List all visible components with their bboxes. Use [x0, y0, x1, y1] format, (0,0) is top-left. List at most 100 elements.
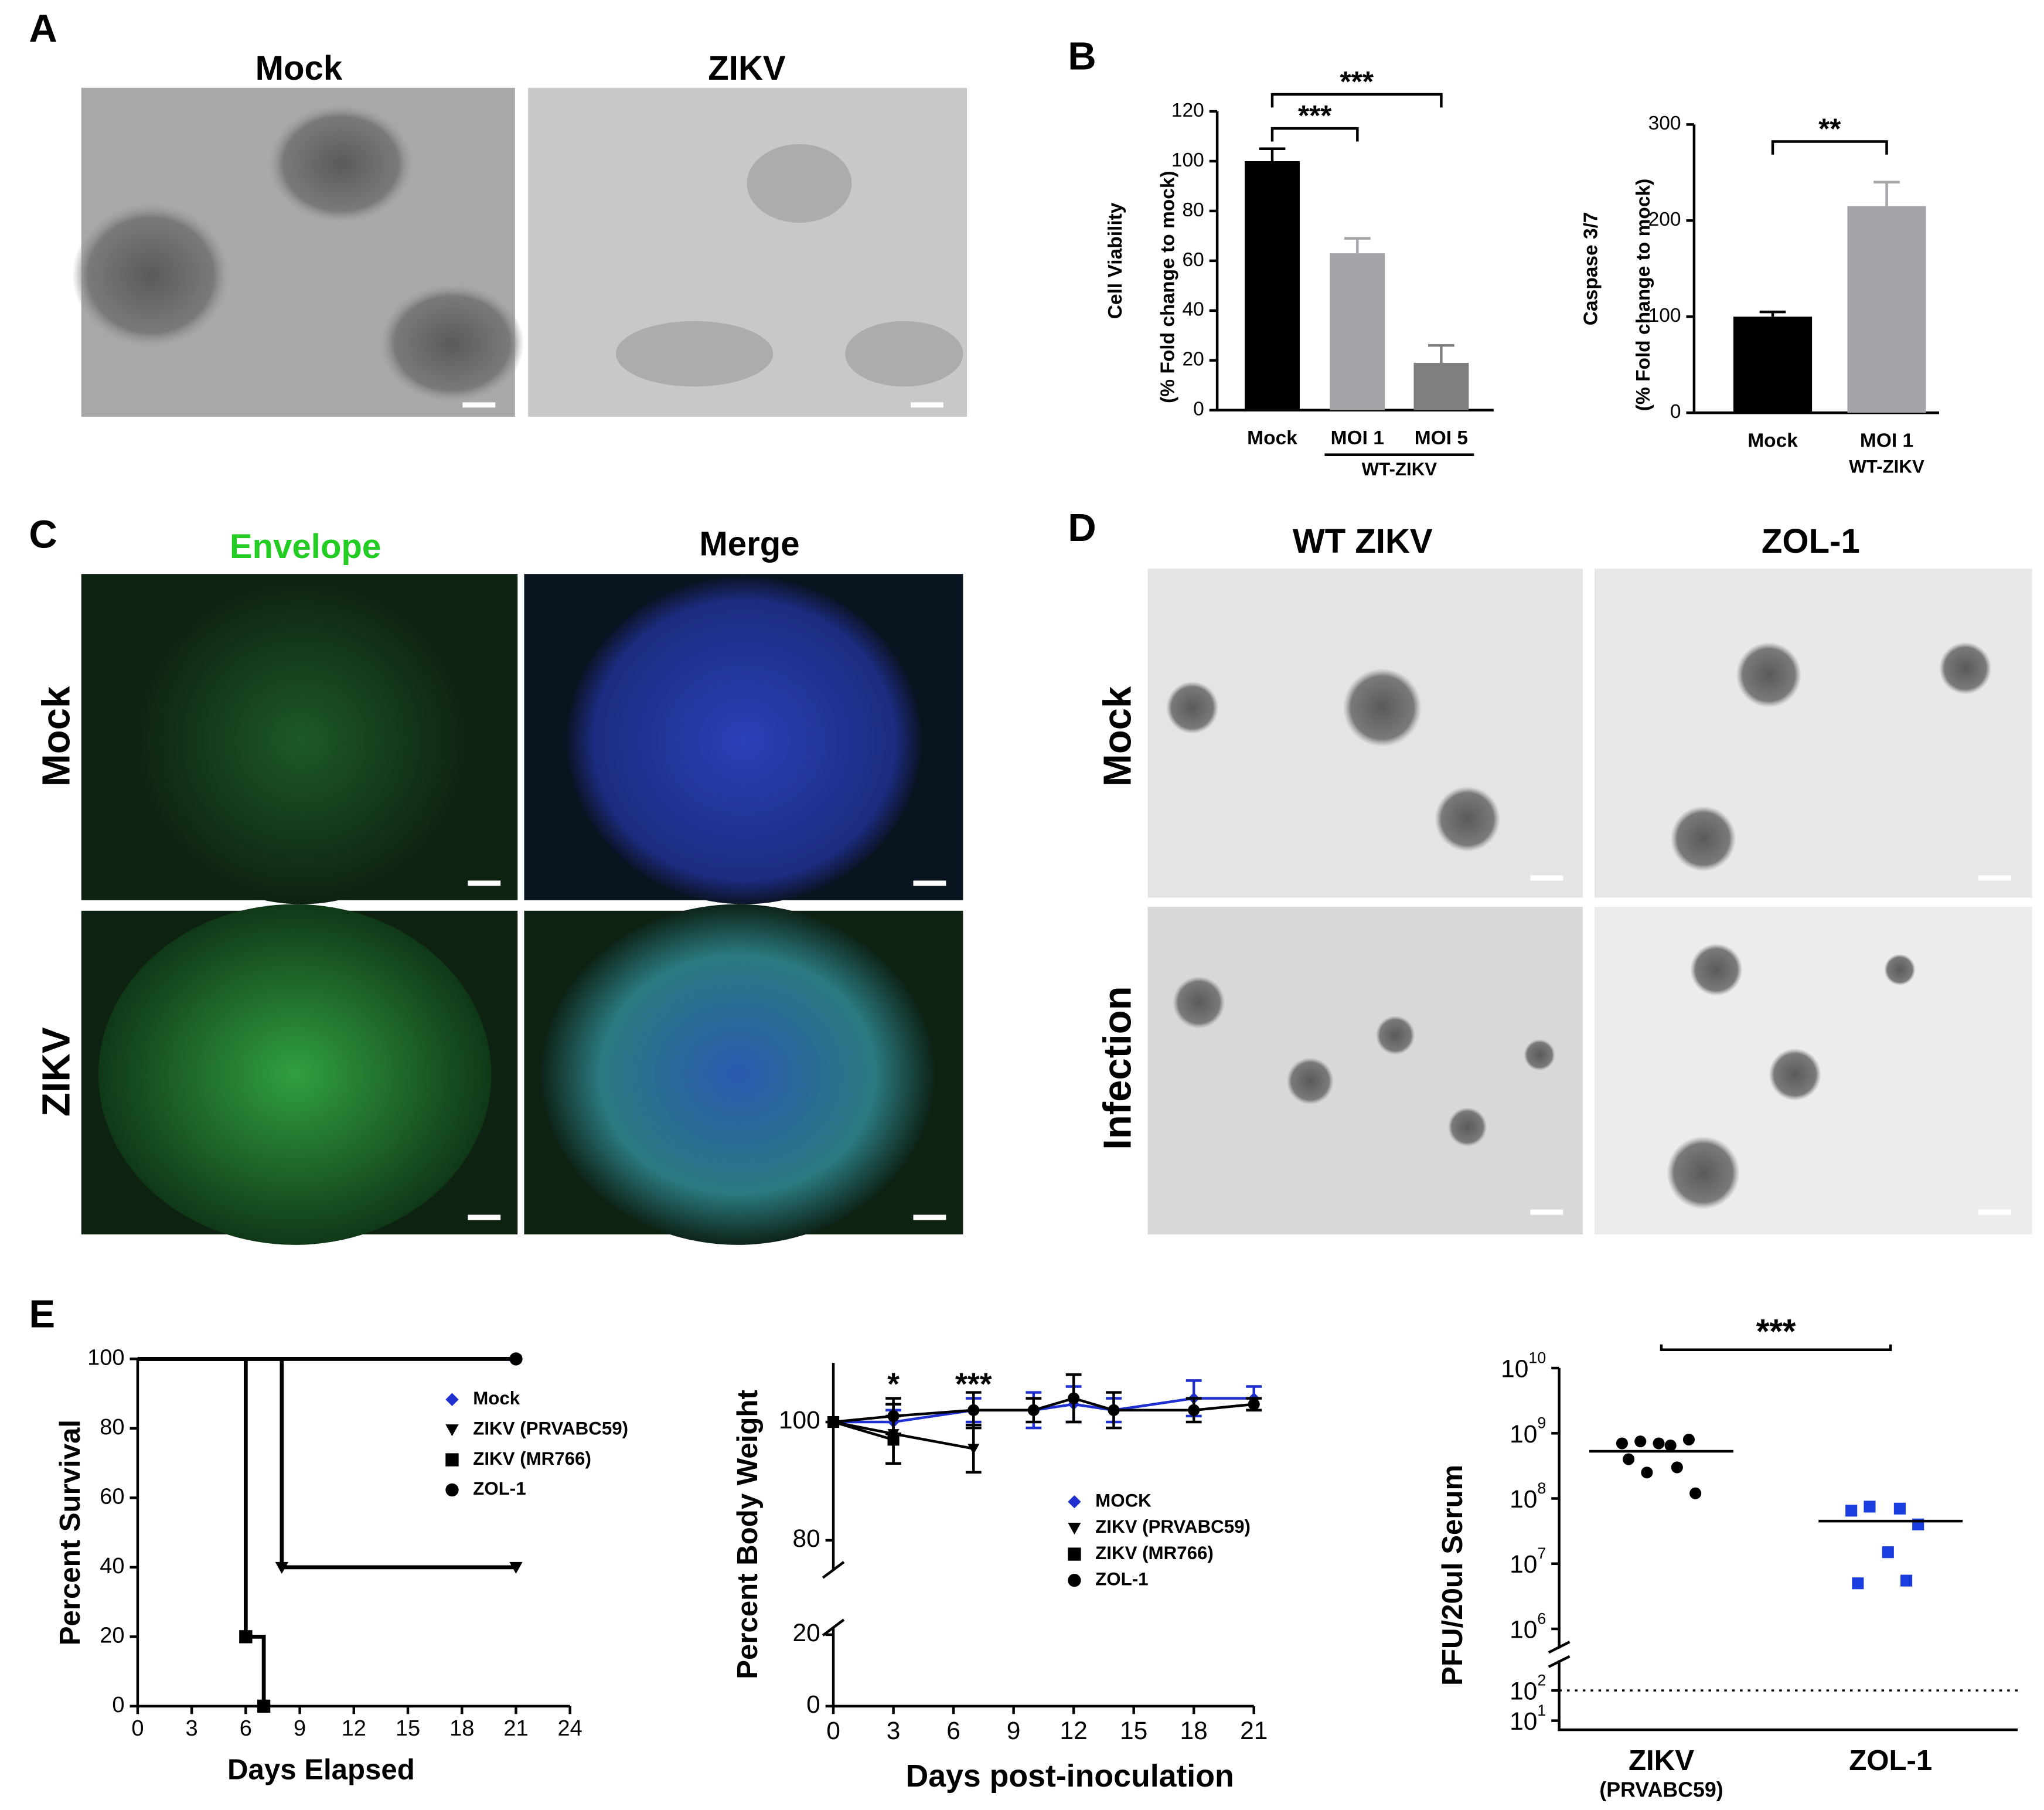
- marker: [509, 1561, 523, 1574]
- panel-letter: C: [29, 512, 57, 556]
- marker: [1634, 1435, 1647, 1448]
- y-axis-label: Cell Viability: [1105, 202, 1126, 319]
- row-label: Mock: [34, 686, 78, 787]
- tick-exponent: 7: [1537, 1544, 1546, 1562]
- y-tick-label: 20: [1182, 349, 1204, 370]
- marker: [1068, 1522, 1081, 1535]
- y-axis-label: (% Fold change to mock): [1157, 171, 1178, 403]
- marker: [1248, 1398, 1260, 1410]
- marker: [445, 1453, 459, 1467]
- image-labels: Mock ZIKV Envelope Merge Mock ZIKV WT ZI…: [34, 49, 1859, 1150]
- y-axis-label: (% Fold change to mock): [1633, 179, 1654, 411]
- spheroid: [72, 203, 230, 348]
- marker: [1900, 1574, 1913, 1587]
- panel-letter: D: [1068, 506, 1096, 550]
- marker: [1027, 1404, 1040, 1416]
- x-tick-label: 21: [1240, 1717, 1268, 1744]
- bar: [1330, 253, 1385, 410]
- tick-exponent: 10: [1528, 1349, 1546, 1366]
- x-tick-label: Mock: [1247, 427, 1297, 449]
- y-tick-label: 80: [792, 1525, 820, 1552]
- tick-exponent: 8: [1537, 1479, 1546, 1497]
- tick-base: 10: [1510, 1707, 1537, 1735]
- x-tick-label: 6: [240, 1716, 252, 1741]
- y-axis-label: PFU/20ul Serum: [1436, 1465, 1469, 1686]
- x-tick-label: MOI 1: [1860, 430, 1913, 451]
- x-tick-label: MOI 5: [1415, 427, 1468, 449]
- y-tick-label: 101: [1510, 1702, 1546, 1735]
- spheroid: [268, 104, 413, 223]
- column-label: WT ZIKV: [1293, 522, 1433, 560]
- axis: [1558, 1368, 2018, 1731]
- marker: [1882, 1546, 1894, 1559]
- image-d: [1594, 569, 2032, 898]
- y-tick-label: 60: [100, 1484, 124, 1509]
- bracket: [1270, 93, 1443, 108]
- scale-bar: [462, 402, 496, 408]
- scale-bars: [1530, 875, 2011, 1215]
- x-tick-label: 9: [294, 1716, 306, 1741]
- spheroid: [131, 576, 472, 904]
- marker: [1689, 1487, 1702, 1499]
- bar: [1245, 161, 1300, 410]
- marker: [1068, 1495, 1081, 1509]
- bar: [1733, 317, 1813, 413]
- cell-cluster: [747, 144, 852, 223]
- axis-break: [822, 1561, 845, 1637]
- x-tick-label: 15: [396, 1716, 420, 1741]
- annotation: ***: [1298, 100, 1332, 132]
- scale-bar: [910, 402, 943, 408]
- y-tick-label: 109: [1510, 1414, 1546, 1448]
- y-tick-label: 106: [1510, 1610, 1546, 1643]
- column-label: Merge: [699, 525, 799, 563]
- y-tick-label: 60: [1182, 249, 1204, 271]
- bar: [1413, 363, 1469, 410]
- marker: [1682, 1434, 1695, 1446]
- survival-line: [137, 1357, 516, 1570]
- bar: [1847, 206, 1926, 413]
- tick-base: 10: [1510, 1550, 1537, 1578]
- line: [833, 1420, 974, 1450]
- x-tick-label: 21: [503, 1716, 528, 1741]
- line: [833, 1397, 1254, 1424]
- spheroid: [567, 576, 921, 904]
- marker: [1623, 1453, 1635, 1465]
- tick-base: 10: [1510, 1616, 1537, 1644]
- marker: [1108, 1404, 1120, 1416]
- marker: [887, 1410, 900, 1422]
- marker: [1653, 1437, 1665, 1450]
- marker: [1641, 1467, 1653, 1479]
- marker: [1068, 1392, 1080, 1404]
- annotation: ***: [1756, 1312, 1796, 1350]
- error-bar: [1759, 310, 1786, 317]
- y-tick-label: 40: [100, 1554, 124, 1578]
- x-tick-sublabel: (PRVABC59): [1599, 1778, 1723, 1802]
- x-tick-label: 24: [558, 1716, 582, 1741]
- tick-exponent: 9: [1537, 1414, 1546, 1432]
- y-tick-label: 0: [112, 1693, 124, 1717]
- row-label: ZIKV: [34, 1027, 78, 1117]
- legend-label: ZOL-1: [1095, 1569, 1148, 1589]
- axis-break: [1548, 1641, 1571, 1668]
- x-tick-label: 6: [946, 1717, 960, 1744]
- marker: [445, 1393, 459, 1406]
- panel-letter: E: [29, 1292, 55, 1336]
- marker: [239, 1630, 253, 1644]
- annotation: *: [887, 1367, 900, 1402]
- y-tick-label: 102: [1510, 1672, 1546, 1705]
- marker: [445, 1424, 459, 1437]
- spheroid: [98, 904, 492, 1245]
- x-tick-label: MOI 1: [1331, 427, 1384, 449]
- panel-letter: A: [29, 6, 57, 50]
- cell-cluster: [615, 321, 774, 387]
- x-tick-label: ZOL-1: [1849, 1744, 1932, 1777]
- marker: [257, 1699, 271, 1713]
- y-axis-label: Percent Survival: [54, 1420, 86, 1645]
- marker: [275, 1561, 289, 1574]
- cell-cluster: [845, 321, 963, 387]
- y-tick-label: 100: [87, 1345, 124, 1370]
- x-tick-label: ZIKV: [1629, 1744, 1694, 1777]
- y-tick-label: 80: [1182, 199, 1204, 221]
- tick-base: 10: [1510, 1678, 1537, 1705]
- marker: [1664, 1440, 1677, 1452]
